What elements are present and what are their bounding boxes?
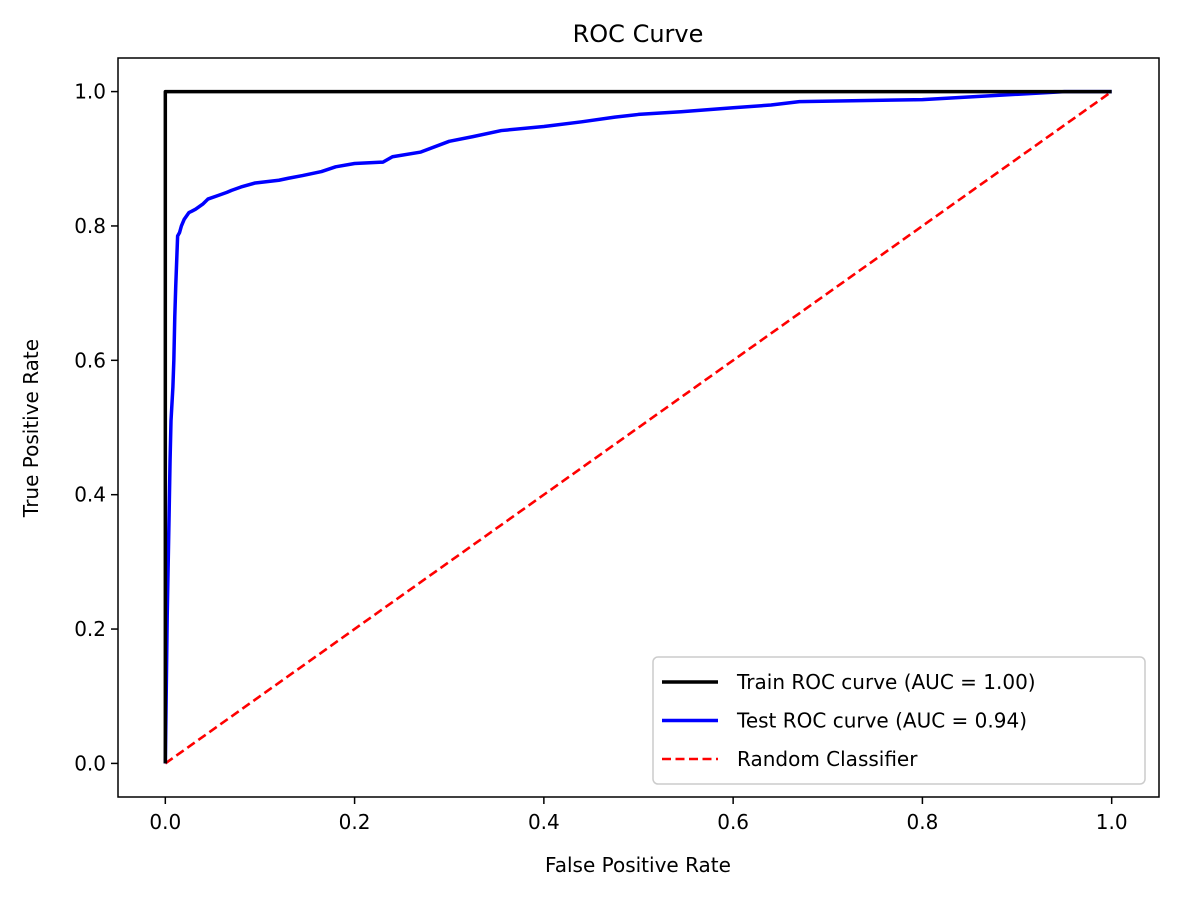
legend-box [652, 656, 1146, 785]
legend-label-1: Test ROC curve (AUC = 0.94) [736, 709, 1027, 733]
axes-frame [117, 57, 1160, 798]
chart-title: ROC Curve [573, 20, 704, 48]
x-tick-label: 0.4 [528, 810, 560, 834]
series-line-0 [163, 89, 1112, 764]
legend: Train ROC curve (AUC = 1.00) Test ROC cur… [652, 656, 1146, 785]
x-axis-ticks: 0.0 0.2 0.4 0.6 0.8 1.0 [149, 797, 1128, 834]
y-tick-label: 0.2 [74, 617, 106, 641]
y-tick-label: 0.4 [74, 483, 106, 507]
legend-label-2: Random Classifier [737, 747, 918, 771]
legend-label-0: Train ROC curve (AUC = 1.00) [736, 670, 1036, 694]
series-line-2 [164, 90, 1113, 765]
x-tick-label: 0.0 [149, 810, 181, 834]
x-tick-label: 0.8 [907, 810, 939, 834]
y-axis-title: True Positive Rate [19, 339, 43, 518]
x-tick-label: 1.0 [1096, 810, 1128, 834]
y-tick-label: 0.6 [74, 348, 106, 372]
x-tick-label: 0.6 [717, 810, 749, 834]
y-tick-label: 0.0 [74, 751, 106, 775]
x-tick-label: 0.2 [339, 810, 371, 834]
x-axis-title: False Positive Rate [545, 853, 731, 877]
y-tick-label: 1.0 [74, 80, 106, 104]
plot-lines [163, 89, 1113, 765]
series-line-1 [163, 89, 1112, 764]
y-tick-label: 0.8 [74, 214, 106, 238]
y-axis-ticks: 0.0 0.2 0.4 0.6 0.8 1.0 [74, 80, 118, 775]
